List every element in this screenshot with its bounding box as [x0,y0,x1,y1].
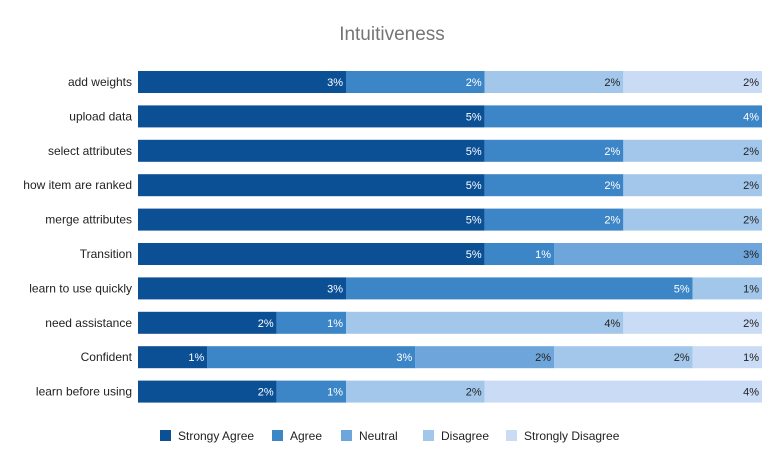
data-label: 3% [743,249,759,261]
bar-segment [554,346,693,369]
plot-area: 3% 2% 2% 2% 5% 4% 5% 2% 2% 5% 2% 2% 5% 2% 2% 5% 1% 3% 3% 5%… [138,71,762,403]
data-label: 2% [258,387,274,399]
category-label: add weights [68,75,132,89]
bar-segment [346,311,624,334]
legend-swatch [272,430,283,441]
bar-segment [138,139,485,162]
bar-segment [484,380,762,403]
data-label: 2% [743,146,759,158]
data-label: 2% [743,318,759,330]
data-label: 2% [535,352,551,364]
data-label: 4% [743,111,759,123]
category-label: need assistance [45,316,132,330]
category-axis: add weights upload data select attributes h… [23,75,132,399]
data-label: 5% [466,249,482,261]
bar-segment [138,208,485,231]
data-label: 3% [327,283,343,295]
bar-segment [346,380,485,403]
bar-segment [484,174,624,197]
data-label: 3% [327,77,343,89]
bar-segment [276,380,346,403]
data-label: 2% [466,77,482,89]
legend-label: Strongly Disagree [524,429,620,443]
bar-segment [138,243,485,265]
bar-segment [623,71,762,93]
legend-label: Neutral [359,429,398,443]
legend-swatch [341,430,352,441]
chart-title: Intuitiveness [339,24,445,45]
data-label: 5% [674,283,690,295]
bar-segment [138,71,346,93]
data-label: 1% [188,352,204,364]
category-label: how item are ranked [23,178,132,192]
legend: Strongy Agree Agree Neutral Disagree Strongl… [160,429,620,443]
category-label: select attributes [48,144,132,158]
category-label: Confident [81,350,133,364]
bar-segment [346,277,693,300]
data-label: 2% [604,77,620,89]
data-label: 3% [396,352,412,364]
legend-label: Disagree [441,429,489,443]
data-label: 5% [466,215,482,227]
data-label: 2% [743,215,759,227]
bar-segment [623,311,762,334]
bar-segment [138,380,277,403]
data-label: 2% [466,387,482,399]
legend-swatch [160,430,171,441]
category-label: learn before using [36,385,132,399]
bar-segment [484,139,624,162]
bar-segment [138,311,277,334]
data-label: 2% [674,352,690,364]
data-label: 5% [466,146,482,158]
bar-segment [415,346,554,369]
bar-segment [138,346,208,369]
data-label: 2% [743,180,759,192]
bar-segment [692,346,762,369]
bar-segment [623,208,762,231]
bar-segment [484,71,624,93]
bar-segment [623,139,762,162]
data-label: 5% [466,180,482,192]
bar-segment [692,277,762,300]
data-label: 5% [466,111,482,123]
bar-segment [484,243,554,265]
data-label: 1% [327,387,343,399]
bar-segment [138,277,346,300]
bar-segment [484,208,624,231]
legend-swatch [506,430,517,441]
bar-segment [276,311,346,334]
bar-segment [138,105,485,128]
legend-label: Agree [290,429,322,443]
data-label: 2% [743,77,759,89]
data-label: 2% [258,318,274,330]
legend-swatch [423,430,434,441]
bar-segment [346,71,485,93]
data-label: 2% [604,180,620,192]
data-label: 1% [535,249,551,261]
data-label: 1% [327,318,343,330]
bar-segment [554,243,762,265]
bar-segment [623,174,762,197]
data-label: 4% [743,387,759,399]
category-label: learn to use quickly [29,281,132,295]
data-label: 1% [743,283,759,295]
legend-label: Strongy Agree [178,429,254,443]
data-label: 1% [743,352,759,364]
category-label: Transition [80,247,132,261]
data-label: 4% [604,318,620,330]
bar-segment [138,174,485,197]
data-label: 2% [604,215,620,227]
category-label: upload data [69,109,132,123]
bar-segment [207,346,416,369]
data-label: 2% [604,146,620,158]
bar-segment [484,105,762,128]
category-label: merge attributes [45,213,132,227]
